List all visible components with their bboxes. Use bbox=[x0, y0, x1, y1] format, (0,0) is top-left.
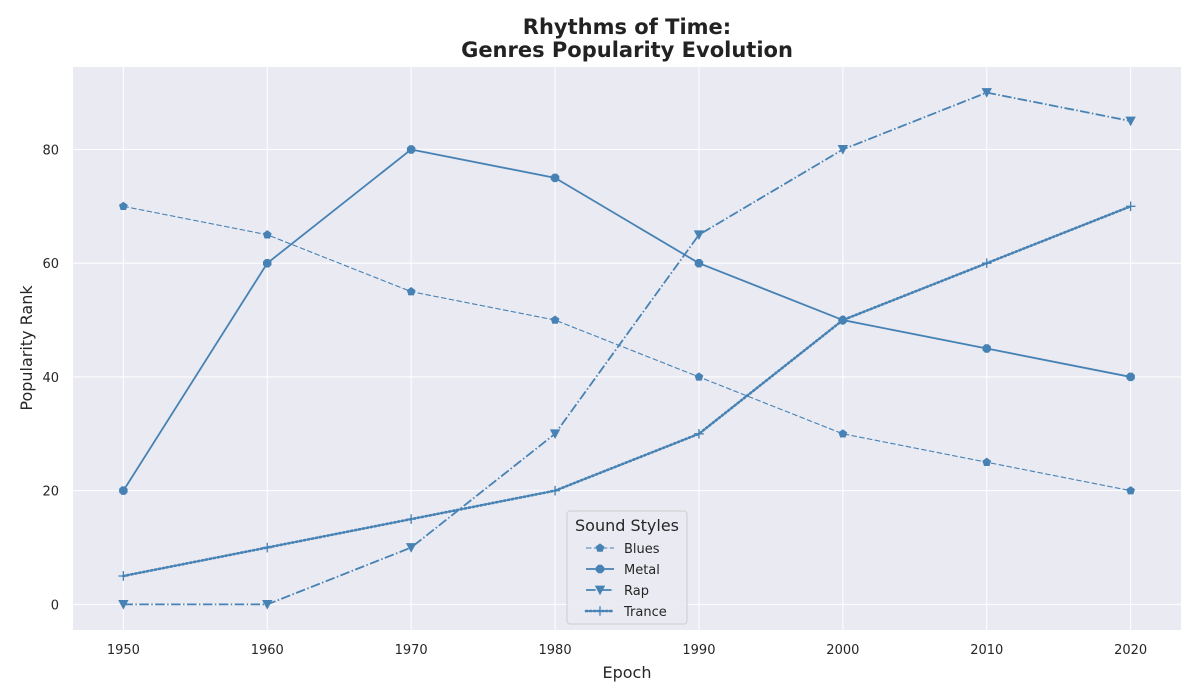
data-point-trance bbox=[981, 258, 992, 268]
data-point-blues bbox=[1126, 486, 1136, 495]
x-tick-label: 1960 bbox=[251, 643, 284, 658]
series-line-blues bbox=[123, 205, 1131, 492]
y-tick-label: 80 bbox=[42, 143, 59, 158]
legend-marker-metal bbox=[595, 564, 605, 574]
data-point-rap bbox=[693, 230, 705, 240]
data-point-blues bbox=[118, 201, 128, 211]
data-point-trance bbox=[118, 571, 129, 581]
x-tick-label: 1990 bbox=[682, 643, 715, 658]
series-blues bbox=[118, 201, 1136, 495]
data-point-rap bbox=[549, 429, 561, 440]
legend-marker-blues bbox=[595, 543, 605, 552]
legend-title: Sound Styles bbox=[575, 516, 679, 535]
legend-item-trance: Trance bbox=[623, 605, 667, 620]
series-trance bbox=[118, 201, 1136, 581]
data-point-metal bbox=[406, 145, 416, 154]
data-point-metal bbox=[263, 258, 272, 268]
series-line-rap bbox=[123, 91, 1131, 606]
legend-frame bbox=[566, 510, 688, 625]
data-point-trance bbox=[694, 429, 704, 439]
data-point-metal bbox=[550, 173, 560, 183]
series-rap bbox=[118, 88, 1136, 610]
legend-item-blues: Blues bbox=[624, 542, 660, 557]
x-tick-label: 1950 bbox=[107, 643, 140, 658]
y-tick-label: 60 bbox=[42, 257, 59, 272]
x-tick-label: 2000 bbox=[826, 643, 859, 658]
data-point-blues bbox=[262, 230, 272, 239]
data-point-rap bbox=[405, 543, 417, 553]
data-point-metal bbox=[694, 258, 704, 268]
data-point-metal bbox=[982, 344, 991, 353]
series-layer bbox=[118, 88, 1136, 610]
data-point-rap bbox=[262, 599, 273, 610]
data-point-rap bbox=[837, 145, 849, 155]
data-point-blues bbox=[694, 372, 704, 381]
legend-item-rap: Rap bbox=[624, 584, 649, 599]
data-point-trance bbox=[550, 485, 560, 496]
x-tick-label: 1980 bbox=[539, 643, 572, 658]
chart-title-line2: Genres Popularity Evolution bbox=[461, 38, 793, 62]
series-line-trance bbox=[122, 205, 1132, 578]
data-point-blues bbox=[838, 429, 848, 438]
x-axis-label: Epoch bbox=[603, 663, 652, 682]
legend-marker-trance bbox=[595, 606, 605, 616]
x-tick-label: 2010 bbox=[970, 643, 1003, 658]
series-line-metal bbox=[122, 148, 1131, 492]
legend-marker-rap bbox=[594, 585, 606, 596]
y-axis-label: Popularity Rank bbox=[17, 285, 36, 411]
data-point-blues bbox=[406, 287, 416, 296]
y-tick-label: 20 bbox=[42, 485, 59, 500]
data-point-rap bbox=[118, 599, 129, 610]
data-point-metal bbox=[1126, 372, 1135, 382]
legend: Sound Styles Blues Metal Rap Trance bbox=[566, 510, 688, 625]
legend-item-metal: Metal bbox=[624, 563, 660, 578]
data-point-trance bbox=[262, 542, 273, 553]
tick-layer: 1950 1960 1970 1980 1990 2000 2010 2020 0 20 40 60 8… bbox=[42, 143, 1147, 658]
x-tick-label: 2020 bbox=[1114, 643, 1147, 658]
data-point-rap bbox=[1125, 116, 1136, 127]
chart-title-line1: Rhythms of Time: bbox=[523, 15, 731, 39]
y-tick-label: 0 bbox=[51, 598, 59, 613]
data-point-rap bbox=[981, 88, 992, 98]
series-metal bbox=[119, 145, 1135, 495]
data-point-trance bbox=[1125, 201, 1136, 212]
y-tick-label: 40 bbox=[42, 371, 59, 386]
data-point-metal bbox=[119, 486, 128, 495]
data-point-blues bbox=[550, 315, 560, 324]
x-tick-label: 1970 bbox=[395, 643, 428, 658]
data-point-trance bbox=[838, 315, 848, 325]
data-point-blues bbox=[982, 457, 992, 466]
data-point-trance bbox=[406, 514, 416, 524]
